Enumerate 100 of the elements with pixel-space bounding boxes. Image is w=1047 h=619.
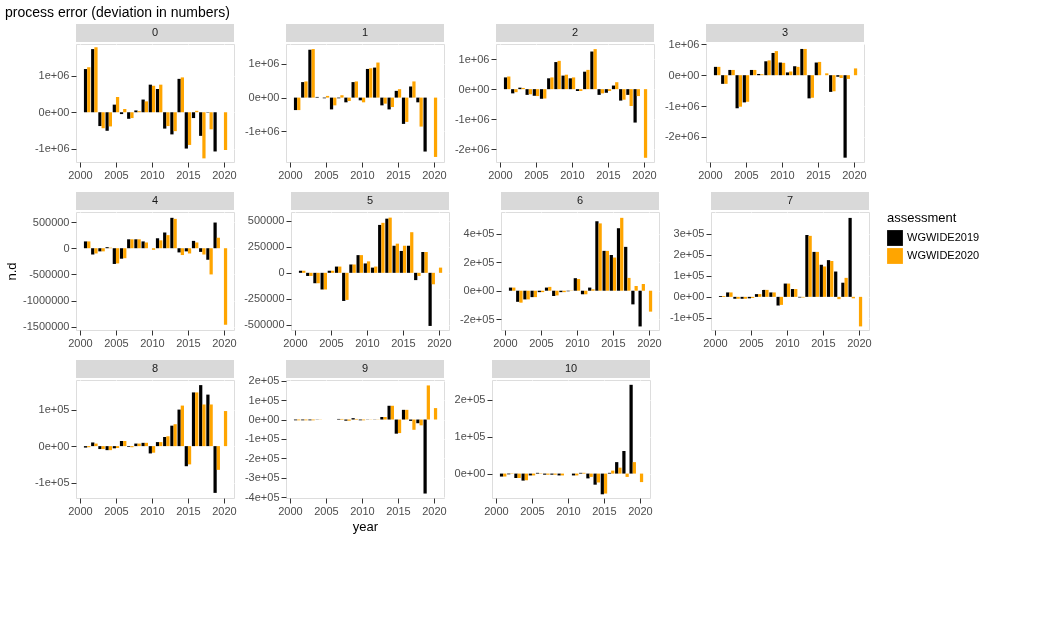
y-tick-label: 1e+05 [38, 403, 70, 416]
bar [634, 286, 638, 291]
chart-title: 1 [361, 26, 369, 38]
bar [155, 442, 160, 447]
bar [841, 282, 845, 297]
x-tick-label: 2000 [68, 336, 93, 349]
bar [180, 405, 184, 447]
y-tick-label: -1e+05 [244, 432, 280, 445]
x-tick-label: 2020 [842, 168, 867, 181]
bar [745, 75, 750, 102]
chart-title: 9 [361, 362, 369, 374]
bar [817, 61, 822, 76]
x-tick-label: 2000 [283, 336, 308, 349]
bar [626, 89, 630, 95]
bar [629, 384, 633, 474]
bar [115, 248, 120, 264]
bar [406, 245, 411, 273]
bar [826, 260, 831, 297]
bar [532, 89, 536, 96]
x-tick-label: 2000 [68, 504, 93, 517]
bar [426, 385, 430, 420]
bar [405, 97, 409, 122]
x-tick-label: 2005 [104, 336, 129, 349]
x-tick-label: 2020 [637, 336, 662, 349]
bar [410, 232, 414, 273]
bar [508, 287, 513, 291]
bar [571, 77, 576, 90]
bar [397, 89, 402, 98]
x-tick-label: 2020 [422, 504, 447, 517]
bar [648, 290, 653, 312]
y-tick-label: 1e+06 [458, 52, 490, 65]
bar [177, 409, 181, 447]
bar [783, 283, 787, 297]
bar [409, 86, 413, 98]
y-tick-label: -1e+06 [664, 99, 700, 112]
bar [213, 222, 217, 249]
bar [419, 97, 423, 127]
y-tick-label: 1e+06 [668, 37, 700, 50]
bar [543, 89, 547, 99]
bar [576, 279, 581, 291]
y-tick-label: 0e+00 [463, 284, 495, 297]
bar [535, 89, 540, 97]
x-tick-label: 2020 [847, 336, 872, 349]
y-tick-label: 0 [278, 266, 285, 279]
bar [604, 89, 608, 93]
bar [87, 241, 91, 249]
y-tick-label: -1e+06 [34, 142, 70, 155]
bar [195, 392, 199, 447]
x-tick-label: 2010 [140, 504, 165, 517]
bar [123, 248, 127, 259]
x-tick-label: 2010 [560, 168, 585, 181]
bar [573, 278, 577, 291]
bar [631, 290, 635, 305]
bar [338, 266, 342, 273]
bar [632, 462, 636, 474]
bar [199, 385, 203, 447]
bar [363, 263, 367, 273]
bar [366, 261, 371, 273]
bar [433, 97, 438, 157]
bar [373, 67, 377, 98]
bar [213, 446, 217, 493]
bar [758, 294, 762, 297]
bar [837, 296, 841, 300]
bar [159, 84, 163, 113]
x-tick-label: 2005 [739, 336, 764, 349]
bar [609, 254, 613, 291]
bar [209, 112, 213, 130]
bar [155, 238, 160, 249]
bar [620, 217, 624, 291]
bar [611, 470, 615, 474]
bar [223, 248, 228, 325]
bar [615, 82, 619, 90]
chart-title: 7 [786, 194, 794, 206]
x-tick-label: 2015 [601, 336, 626, 349]
legend-label: WGWIDE2020 [907, 249, 980, 261]
bar [369, 68, 373, 98]
bar [365, 68, 370, 98]
chart-title: 8 [151, 362, 159, 374]
bar [846, 75, 850, 79]
bar [376, 62, 380, 98]
y-tick-label: 0e+00 [248, 413, 280, 426]
bar [334, 266, 339, 273]
bar [794, 289, 798, 297]
bar [503, 473, 507, 477]
chart-title: 10 [564, 362, 578, 374]
bar [636, 89, 640, 97]
x-tick-label: 2005 [524, 168, 549, 181]
chart-title: 2 [571, 26, 579, 38]
bar [499, 473, 504, 477]
bar [223, 112, 228, 151]
x-tick-label: 2020 [422, 168, 447, 181]
x-tick-label: 2015 [386, 504, 411, 517]
chart-title: 3 [781, 26, 789, 38]
x-tick-label: 2000 [68, 168, 93, 181]
bar [624, 246, 628, 291]
x-tick-label: 2005 [319, 336, 344, 349]
y-tick-label: 3e+05 [673, 227, 705, 240]
y-tick-label: -1e+06 [244, 124, 280, 137]
bar [159, 240, 163, 249]
y-tick-label: 2e+05 [673, 248, 705, 261]
